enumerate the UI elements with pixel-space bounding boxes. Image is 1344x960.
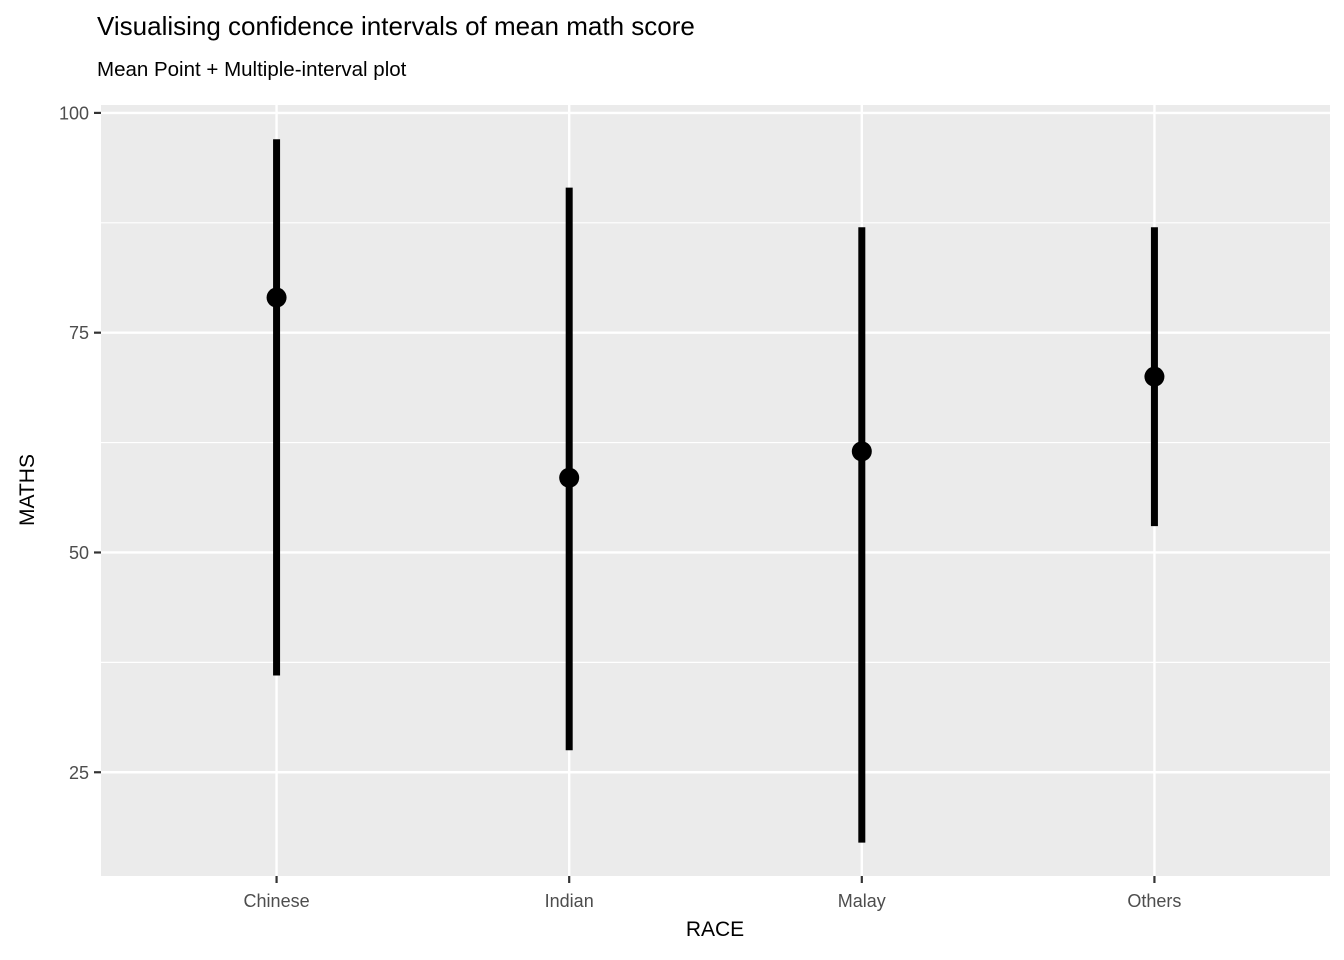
mean-point	[559, 467, 580, 488]
x-axis-title: RACE	[685, 918, 745, 941]
y-tick-label: 25	[69, 763, 89, 783]
y-axis-title: MATHS	[16, 454, 39, 526]
y-tick-label: 75	[69, 323, 89, 343]
x-tick-label: Others	[1127, 891, 1181, 911]
chart-title: Visualising confidence intervals of mean…	[97, 11, 695, 41]
chart-subtitle: Mean Point + Multiple-interval plot	[97, 58, 407, 81]
x-tick-label: Indian	[545, 891, 594, 911]
panel-background	[101, 105, 1330, 876]
x-tick-label: Malay	[838, 891, 886, 911]
mean-point	[266, 287, 287, 308]
y-tick-label: 100	[59, 103, 89, 123]
mean-point	[1144, 366, 1165, 387]
x-tick-label: Chinese	[244, 891, 310, 911]
mean-point	[851, 441, 872, 462]
y-tick-label: 50	[69, 543, 89, 563]
